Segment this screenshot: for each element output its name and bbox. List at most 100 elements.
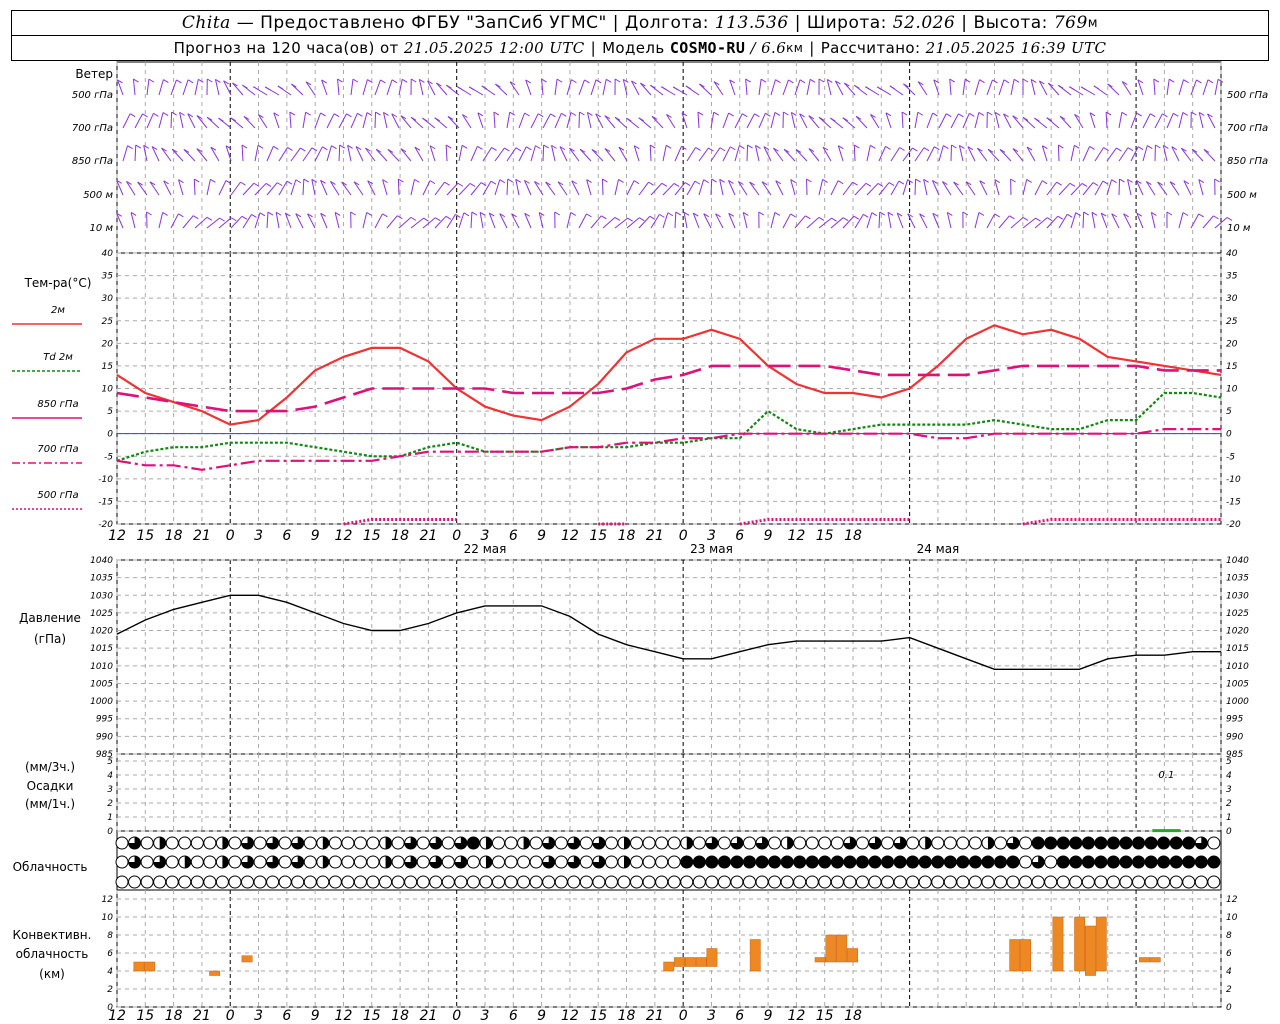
cloud-cover-icon xyxy=(366,836,380,850)
cloud-cover-icon xyxy=(918,836,932,850)
cloud-cover-icon xyxy=(943,855,957,869)
wind-barb xyxy=(674,182,686,196)
wind-barb-flag xyxy=(865,86,871,91)
wind-barb xyxy=(666,114,676,129)
wind-barb xyxy=(1127,179,1132,196)
pressure-ytick-right: 985 xyxy=(1226,750,1243,760)
wind-barb xyxy=(1136,213,1144,229)
wind-barb-flag xyxy=(715,213,721,218)
wind-barb-flag xyxy=(917,111,924,116)
bottom-xtick: 12 xyxy=(561,1008,579,1024)
cloud-cover-icon xyxy=(429,836,443,850)
wind-barb-flag xyxy=(666,114,672,118)
temp-ytick-right: -15 xyxy=(1226,497,1241,507)
wind-barb-flag xyxy=(899,147,905,151)
conv-ytick-left: 8 xyxy=(107,931,113,941)
wind-barb-flag xyxy=(264,86,271,91)
pressure-ytick-left: 1025 xyxy=(90,609,113,619)
wind-barb-flag xyxy=(499,213,506,218)
wind-barb-flag xyxy=(965,181,972,186)
wind-barb-flag xyxy=(1196,79,1202,84)
cloud-circle xyxy=(1157,875,1171,889)
wind-barb xyxy=(998,215,1010,229)
wind-barb-flag xyxy=(1034,117,1040,122)
cloud-cover-icon xyxy=(642,836,656,850)
wind-barb-flag xyxy=(398,178,404,183)
wind-barb-flag xyxy=(1042,145,1048,150)
lat-label: Широта: xyxy=(806,13,887,33)
cloud-cover-icon xyxy=(755,836,769,850)
cloud-cover-icon xyxy=(379,855,393,869)
wind-barb xyxy=(932,213,940,229)
wind-barb xyxy=(1041,145,1048,162)
cloud-cover-icon xyxy=(868,875,882,889)
wind-barb-flag xyxy=(223,80,229,85)
wind-barb xyxy=(979,180,988,196)
wind-barb-flag xyxy=(571,180,577,185)
cloud-circle xyxy=(881,836,895,850)
wind-barb xyxy=(470,182,482,196)
wind-barb-flag xyxy=(355,146,362,151)
temp-xtick: 21 xyxy=(646,528,664,544)
cloud-circle xyxy=(943,875,957,889)
wind-barb-flag xyxy=(117,79,123,84)
wind-barb xyxy=(374,213,383,229)
wind-barb-flag xyxy=(241,215,248,220)
cloud-circle xyxy=(630,855,644,869)
cloud-fill xyxy=(756,836,769,849)
wind-barb-flag xyxy=(1069,86,1075,91)
wind-barb-flag xyxy=(684,182,691,187)
wind-barb xyxy=(122,113,131,129)
wind-barb-flag xyxy=(462,114,468,118)
wind-barb-flag xyxy=(604,148,611,153)
wind-barb-flag xyxy=(287,147,293,151)
wind-barb xyxy=(604,148,616,162)
cloud-circle xyxy=(291,875,305,889)
cloud-circle xyxy=(1019,855,1033,869)
cloud-cover-icon xyxy=(981,836,995,850)
wind-barb xyxy=(458,183,471,196)
cloud-cover-icon xyxy=(429,875,443,889)
cloud-cover-icon xyxy=(178,836,192,850)
conv-bar xyxy=(836,934,848,963)
wind-barb xyxy=(1166,79,1170,96)
wind-barb-flag xyxy=(322,146,328,151)
cloud-circle xyxy=(981,875,995,889)
prec-frame xyxy=(116,753,1222,832)
wind-barb xyxy=(1142,113,1151,129)
wind-barb xyxy=(650,182,663,196)
wind-barb xyxy=(1118,147,1129,162)
wind-barb-flag xyxy=(799,113,805,118)
cloud-cover-icon xyxy=(1069,855,1083,869)
bottom-xtick: 18 xyxy=(391,1008,409,1024)
wind-barb-flag xyxy=(423,217,429,222)
pressure-ytick-left: 1005 xyxy=(90,679,113,689)
cloud-circle xyxy=(793,875,807,889)
temp-ytick-left: -15 xyxy=(98,497,113,507)
wind-barb-flag xyxy=(964,78,971,83)
cloud-circle xyxy=(768,836,782,850)
wind-barb xyxy=(853,144,856,162)
cloud-cover-icon xyxy=(617,836,631,850)
wind-barb-flag xyxy=(1012,115,1018,120)
wind-barb xyxy=(307,213,316,229)
pressure-ytick-left: 1010 xyxy=(90,662,113,672)
wind-barb-flag xyxy=(161,147,167,152)
cloud-cover-icon xyxy=(416,855,430,869)
cloud-fill xyxy=(1044,837,1057,849)
wind-barb-flag xyxy=(275,211,282,216)
wind-barb xyxy=(763,146,772,162)
wind-barb-flag xyxy=(559,146,566,151)
wind-barb-flag xyxy=(489,212,495,217)
cloud-cover-icon xyxy=(1094,836,1108,850)
pressure-ytick-right: 1035 xyxy=(1226,574,1249,584)
cloud-cover-icon xyxy=(843,836,857,850)
cloud-circle xyxy=(1019,875,1033,889)
wind-barb-flag xyxy=(1105,111,1112,116)
wind-barb xyxy=(334,212,340,229)
wind-barb-flag xyxy=(1168,78,1175,83)
cloud-fill xyxy=(718,856,731,868)
wind-barb-flag xyxy=(557,181,564,186)
wind-barb-flag xyxy=(307,213,313,218)
wind-barb-flag xyxy=(569,147,575,152)
